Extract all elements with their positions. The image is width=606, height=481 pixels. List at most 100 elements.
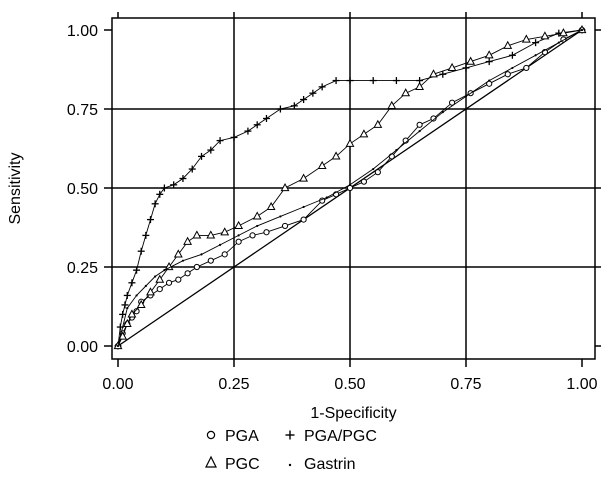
x-axis-title: 1-Specificity — [310, 405, 396, 422]
data-point-pga — [430, 115, 437, 122]
series-pga-pgc — [114, 26, 586, 350]
data-point-pga-pgc — [485, 58, 493, 66]
data-point-pgc — [122, 318, 132, 327]
data-point-pga-pgc — [128, 279, 136, 287]
data-point-pgc — [317, 160, 327, 169]
legend-marker-gastrin — [288, 463, 292, 467]
x-tick-label: 0.25 — [218, 376, 249, 393]
legend-item-pgc: PGC — [205, 455, 260, 473]
series-layer — [113, 24, 587, 350]
data-point-gastrin — [534, 54, 537, 57]
data-point-pga-pgc — [332, 77, 340, 85]
data-point-pga-pgc — [309, 89, 317, 97]
data-point-pga-pgc — [198, 152, 206, 160]
data-point-pgc — [447, 62, 457, 72]
data-point-pgc — [252, 211, 262, 220]
data-point-pga — [249, 232, 256, 239]
data-point-pga — [300, 216, 307, 223]
data-point-gastrin — [279, 215, 282, 218]
grid-lines — [112, 18, 595, 359]
x-tick-label: 0.00 — [102, 376, 133, 393]
data-point-pgc — [359, 129, 369, 138]
data-point-pgc — [373, 119, 383, 128]
data-point-pga — [416, 121, 423, 128]
data-point-pga-pgc — [532, 39, 540, 47]
data-point-pgc — [345, 138, 355, 147]
data-point-gastrin — [418, 130, 421, 133]
data-point-pga-pgc — [462, 64, 470, 72]
data-point-pga-pgc — [300, 96, 308, 104]
data-point-gastrin — [237, 234, 240, 237]
data-point-pga-pgc — [142, 231, 150, 239]
x-tick-label: 0.75 — [450, 376, 481, 393]
data-point-pga — [184, 270, 191, 277]
data-point-pgc — [280, 182, 290, 192]
data-point-pgc — [173, 249, 183, 258]
y-tick-label: 0.50 — [67, 181, 98, 198]
data-point-pga-pgc — [216, 137, 224, 145]
series-pgc — [113, 24, 587, 350]
data-point-pga-pgc — [290, 102, 298, 110]
data-point-pgc — [503, 40, 513, 49]
data-point-pga-pgc — [156, 190, 164, 198]
data-point-pga-pgc — [146, 216, 154, 224]
data-point-pgc — [299, 173, 309, 182]
data-point-pga — [221, 251, 228, 258]
data-point-gastrin — [181, 259, 185, 262]
data-point-pgc — [155, 274, 165, 283]
data-point-pga — [165, 279, 173, 286]
data-point-pga — [156, 286, 163, 293]
data-point-pgc — [146, 287, 155, 296]
data-point-pga-pgc — [188, 165, 196, 173]
data-point-gastrin — [218, 243, 222, 246]
data-point-pgc — [415, 81, 425, 90]
data-point-gastrin — [488, 79, 491, 82]
data-point-pga-pgc — [318, 83, 326, 91]
data-point-pga-pgc — [121, 301, 129, 309]
data-point-gastrin — [126, 306, 129, 310]
data-point-pga-pgc — [369, 77, 377, 85]
data-point-pga — [235, 238, 242, 245]
data-point-pga — [360, 178, 368, 185]
data-point-pga-pgc — [137, 247, 145, 255]
data-point-pga-pgc — [119, 310, 127, 318]
data-point-gastrin — [395, 148, 398, 152]
y-axis: 0.00 0.25 0.50 0.75 1.00 — [67, 23, 601, 356]
legend-label-gastrin: Gastrin — [304, 456, 356, 473]
data-point-pga — [133, 308, 140, 315]
series-gastrin — [116, 28, 584, 348]
data-point-pgc — [521, 34, 531, 43]
data-point-pga — [207, 257, 214, 264]
y-tick-label: 0.00 — [67, 339, 98, 356]
data-point-pga — [263, 229, 270, 236]
data-point-gastrin — [163, 269, 166, 272]
y-tick-label: 1.00 — [67, 23, 98, 40]
data-point-pga — [388, 153, 395, 160]
data-point-pgc — [266, 201, 276, 211]
legend-marker-pgc — [205, 455, 217, 468]
data-point-pga-pgc — [346, 77, 354, 85]
data-point-gastrin — [372, 167, 375, 171]
data-point-gastrin — [302, 205, 305, 209]
data-point-gastrin — [325, 196, 328, 199]
data-point-pgc — [387, 100, 397, 109]
legend-label-pgc: PGC — [225, 456, 260, 473]
data-point-gastrin — [580, 28, 584, 32]
data-point-pgc — [220, 227, 230, 236]
data-point-gastrin — [441, 111, 444, 114]
data-point-gastrin — [135, 294, 138, 297]
data-point-pga-pgc — [439, 70, 447, 78]
data-point-pga — [448, 99, 456, 106]
legend-label-pga-pgc: PGA/PGC — [304, 428, 377, 445]
data-point-gastrin — [144, 284, 147, 288]
x-tick-label: 0.50 — [334, 376, 365, 393]
data-point-pga-pgc — [151, 200, 159, 208]
legend-item-pga: PGA — [206, 428, 259, 445]
legend-item-gastrin: Gastrin — [288, 456, 356, 473]
data-point-gastrin — [511, 66, 514, 70]
legend-item-pga-pgc: PGA/PGC — [285, 428, 377, 445]
data-point-gastrin — [116, 344, 120, 348]
data-point-pgc — [466, 56, 476, 65]
data-point-pgc — [192, 230, 202, 239]
data-point-pgc — [206, 230, 216, 239]
